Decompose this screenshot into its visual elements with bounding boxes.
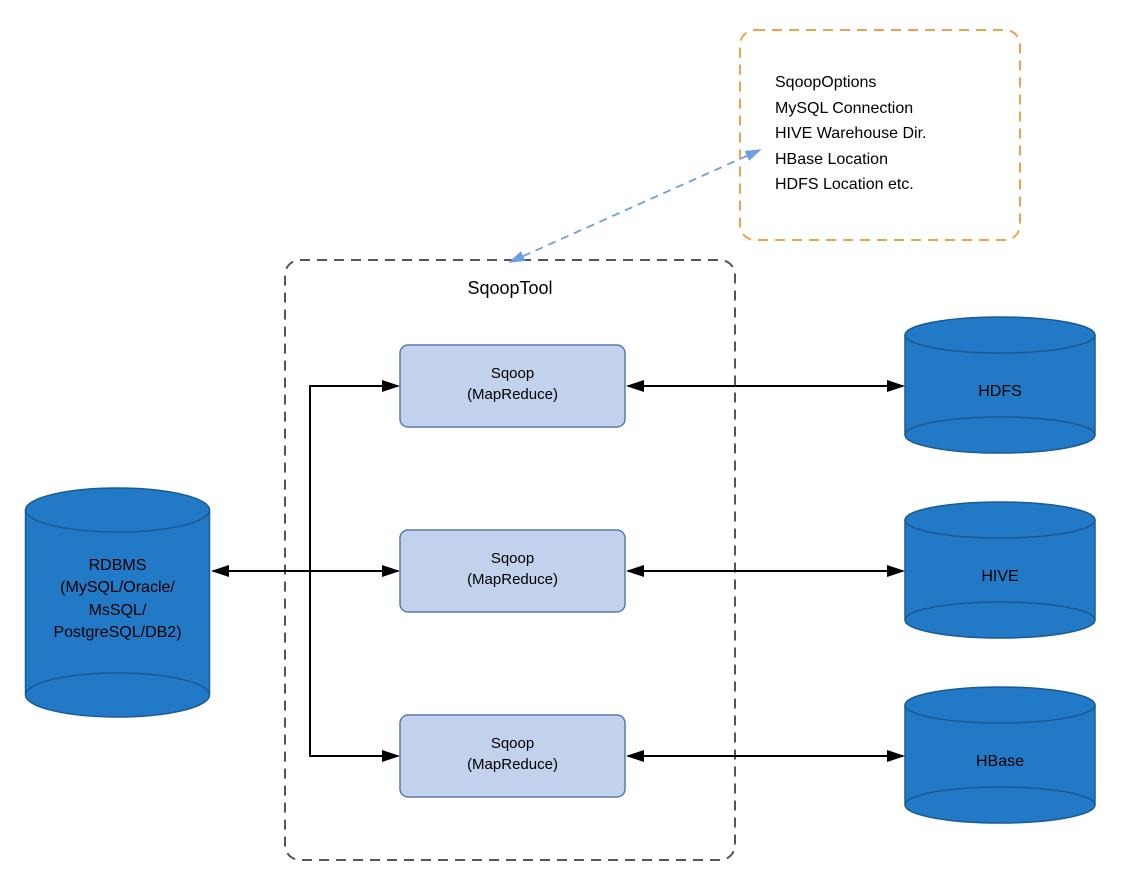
- rdbms-line-3: MsSQL/: [25, 600, 210, 622]
- sqoop2-line-2: (MapReduce): [400, 569, 625, 590]
- sqoop3-label: Sqoop (MapReduce): [400, 733, 625, 775]
- sqoop3-line-2: (MapReduce): [400, 754, 625, 775]
- sqoop3-line-1: Sqoop: [400, 733, 625, 754]
- sqoop-architecture-diagram: SqoopTool SqoopOptions MySQL Connection …: [0, 0, 1147, 886]
- sqoop1-line-2: (MapReduce): [400, 384, 625, 405]
- sqoop2-line-1: Sqoop: [400, 548, 625, 569]
- rdbms-line-2: (MySQL/Oracle/: [25, 577, 210, 599]
- rdbms-line-4: PostgreSQL/DB2): [25, 622, 210, 644]
- sqoop2-label: Sqoop (MapReduce): [400, 548, 625, 590]
- edge-rdbms-sqoop1: [310, 386, 398, 571]
- options-line-1: MySQL Connection: [775, 96, 1005, 122]
- options-line-2: HIVE Warehouse Dir.: [775, 121, 1005, 147]
- options-line-0: SqoopOptions: [775, 70, 1005, 96]
- edge-rdbms-sqoop3: [310, 571, 398, 756]
- edge-sqooptool-options: [510, 150, 760, 262]
- options-line-4: HDFS Location etc.: [775, 172, 1005, 198]
- sqoop1-line-1: Sqoop: [400, 363, 625, 384]
- rdbms-line-1: RDBMS: [25, 555, 210, 577]
- sqoop1-label: Sqoop (MapReduce): [400, 363, 625, 405]
- rdbms-label: RDBMS (MySQL/Oracle/ MsSQL/ PostgreSQL/D…: [25, 555, 210, 645]
- sqooptool-label: SqoopTool: [285, 278, 735, 299]
- hbase-label: HBase: [905, 753, 1095, 771]
- hive-label: HIVE: [905, 568, 1095, 586]
- options-lines: SqoopOptions MySQL Connection HIVE Wareh…: [775, 70, 1005, 198]
- hdfs-label: HDFS: [905, 383, 1095, 401]
- options-line-3: HBase Location: [775, 147, 1005, 173]
